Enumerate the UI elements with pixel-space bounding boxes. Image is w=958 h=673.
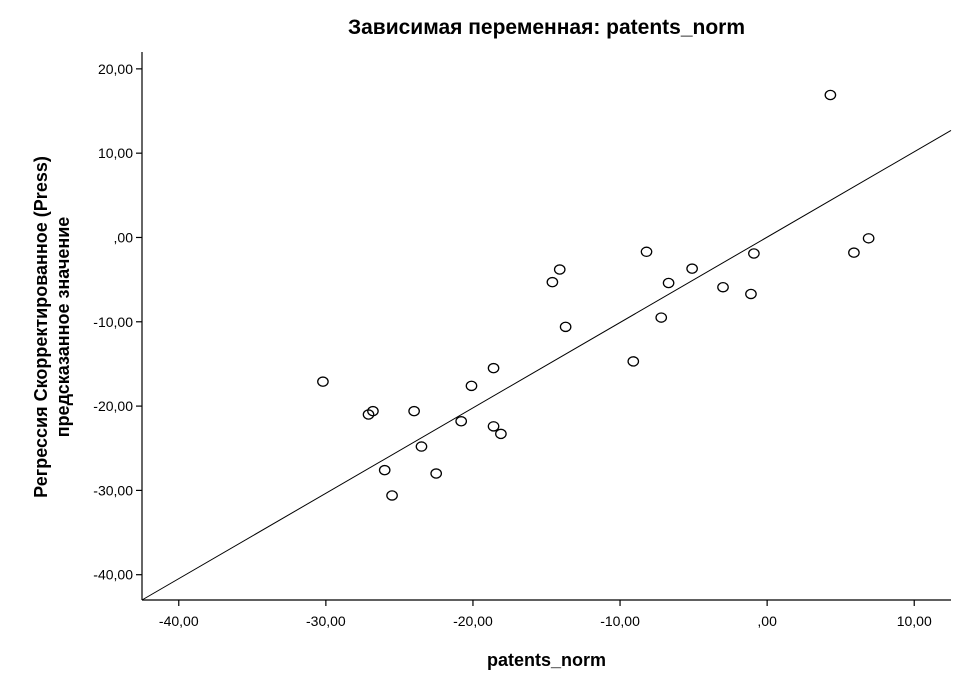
data-point	[862, 233, 875, 244]
data-point	[487, 362, 500, 374]
data-point	[367, 405, 379, 417]
y-tick-label: 20,00	[98, 61, 133, 77]
data-point	[408, 405, 420, 417]
data-point	[430, 468, 443, 479]
x-tick-label: 10,00	[897, 613, 932, 629]
data-points	[317, 89, 875, 501]
data-point	[717, 281, 729, 293]
y-tick-label: 10,00	[98, 145, 133, 161]
data-point	[748, 248, 760, 259]
data-point	[386, 490, 398, 501]
data-point	[553, 264, 566, 275]
data-point	[662, 277, 675, 289]
data-point	[317, 376, 329, 387]
data-point	[686, 263, 698, 274]
x-tick-label: -30,00	[306, 613, 346, 629]
data-point	[378, 464, 391, 476]
y-tick-label: -30,00	[93, 482, 133, 498]
y-axis-label: Регрессия Скорректированное (Press) пред…	[30, 156, 74, 498]
data-point	[487, 421, 500, 432]
y-axis-label-wrap: Регрессия Скорректированное (Press) пред…	[22, 55, 82, 600]
data-point	[415, 441, 428, 452]
data-point	[848, 247, 860, 258]
data-point	[546, 276, 559, 288]
y-tick-label: -20,00	[93, 398, 133, 414]
y-axis-label-line-2: предсказанное значение	[53, 216, 73, 438]
regression-line	[141, 129, 952, 601]
y-tick-label: ,00	[114, 229, 134, 245]
x-tick-label: -10,00	[600, 613, 640, 629]
y-tick-label: -40,00	[93, 567, 133, 583]
x-tick-label: -20,00	[453, 613, 493, 629]
x-tick-label: ,00	[757, 613, 777, 629]
data-point	[465, 380, 478, 392]
data-point	[655, 312, 668, 323]
axes: 20,00 10,00 ,00 -10,00 -20,00 -30,00 -40,00 -40…	[93, 52, 951, 629]
y-tick-label: -10,00	[93, 314, 133, 330]
data-point	[745, 288, 757, 300]
data-point	[559, 321, 572, 333]
fit-line-group	[141, 129, 952, 601]
data-point	[640, 246, 653, 258]
chart-title: Зависимая переменная: patents_norm	[347, 16, 746, 39]
x-tick-label: -40,00	[159, 613, 199, 629]
x-axis-label: patents_norm	[486, 650, 607, 670]
data-point	[627, 356, 640, 367]
y-axis-label-line-1: Регрессия Скорректированное (Press)	[31, 156, 51, 498]
data-point	[824, 89, 837, 101]
data-point	[495, 428, 507, 440]
data-point	[455, 416, 468, 427]
